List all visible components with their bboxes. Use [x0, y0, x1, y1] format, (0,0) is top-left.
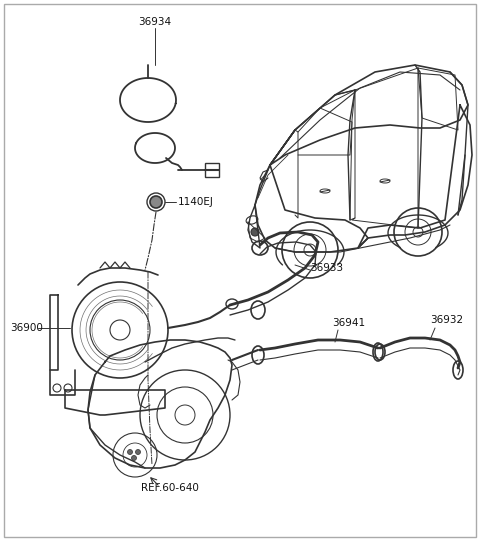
Text: 36900: 36900 [10, 323, 43, 333]
Text: 1140EJ: 1140EJ [178, 197, 214, 207]
Text: 36932: 36932 [430, 315, 463, 325]
Circle shape [135, 450, 141, 454]
Circle shape [251, 228, 259, 236]
Text: REF.60-640: REF.60-640 [141, 483, 199, 493]
Circle shape [128, 450, 132, 454]
Bar [205, 163, 219, 177]
Text: 36941: 36941 [332, 318, 365, 328]
Circle shape [132, 456, 136, 460]
Circle shape [150, 196, 162, 208]
Text: 36933: 36933 [310, 263, 343, 273]
Text: 36934: 36934 [138, 17, 171, 27]
